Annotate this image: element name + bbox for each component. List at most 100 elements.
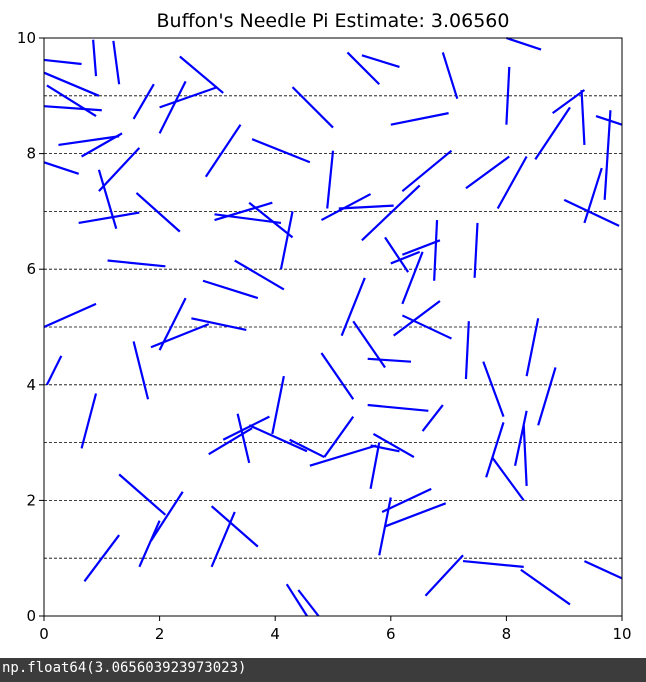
needle-42 (214, 213, 282, 225)
needle-7 (58, 135, 120, 147)
needle-4 (43, 71, 100, 97)
needle-44 (279, 211, 294, 270)
x-tick-label-4: 4 (270, 625, 280, 643)
needle-3 (112, 40, 121, 85)
y-tick-label-4: 4 (26, 376, 36, 394)
needle-46 (202, 279, 259, 300)
needle-61 (390, 250, 421, 265)
needle-52 (132, 341, 150, 400)
needle-25 (505, 66, 511, 125)
x-axis: 0 2 4 6 8 10 (39, 616, 632, 643)
needle-21 (346, 51, 381, 86)
needle-15 (158, 80, 187, 134)
needle-22 (361, 54, 400, 68)
needle-98 (462, 559, 524, 568)
needle-60 (401, 251, 424, 305)
needle-34 (534, 106, 571, 160)
needle-36 (580, 89, 586, 145)
needle-71 (289, 438, 325, 459)
y-tick-label-6: 6 (26, 260, 36, 278)
needle-57 (367, 357, 412, 363)
needle-45 (107, 259, 166, 268)
needle-101 (285, 583, 308, 617)
needle-32 (465, 155, 510, 190)
needle-87 (83, 534, 121, 582)
needle-14 (132, 83, 155, 120)
needle-81 (208, 427, 253, 456)
needle-62 (384, 236, 410, 273)
x-tick-label-10: 10 (612, 625, 631, 643)
needle-94 (491, 456, 525, 502)
needle-102 (297, 589, 320, 617)
needle-99 (520, 568, 571, 606)
needle-23 (441, 52, 459, 100)
needle-17 (179, 55, 224, 94)
needle-47 (234, 259, 285, 291)
needle-49 (150, 323, 210, 349)
needle-65 (473, 222, 479, 278)
needle-97 (424, 554, 464, 597)
needle-59 (401, 314, 452, 340)
chart-title: Buffon's Needle Pi Estimate: 3.06560 (157, 10, 510, 32)
needle-2 (92, 39, 98, 77)
needle-27 (338, 204, 394, 210)
needle-58 (393, 300, 441, 337)
needle-28 (320, 193, 372, 222)
y-axis: 0 2 4 6 8 10 (17, 29, 44, 625)
y-tick-label-8: 8 (26, 145, 36, 163)
needle-92 (384, 502, 447, 528)
needle-55 (340, 277, 366, 337)
needle-19 (251, 138, 311, 164)
needle-9 (43, 161, 80, 175)
needle-6 (43, 105, 102, 112)
y-tick-label-10: 10 (17, 29, 36, 47)
needle-85 (138, 520, 161, 568)
needle-5 (46, 84, 97, 117)
needle-39 (583, 167, 603, 224)
x-tick-label-2: 2 (155, 625, 165, 643)
x-tick-label-6: 6 (386, 625, 396, 643)
needle-80 (236, 413, 251, 464)
needles (43, 36, 623, 617)
needle-76 (369, 442, 381, 490)
y-tick-label-2: 2 (26, 491, 36, 509)
needle-29 (326, 150, 335, 209)
needle-68 (525, 318, 540, 377)
needle-35 (551, 89, 586, 115)
needle-69 (537, 367, 557, 426)
needle-31 (361, 184, 421, 242)
needle-90 (378, 497, 392, 556)
needle-20 (291, 86, 334, 129)
needle-77 (323, 415, 355, 458)
needle-72 (367, 403, 429, 412)
needle-41 (214, 201, 273, 222)
needle-73 (421, 404, 444, 432)
needle-10 (98, 147, 141, 192)
needle-38 (603, 110, 612, 200)
buffon-needle-chart: Buffon's Needle Pi Estimate: 3.06560 0 2 4… (17, 10, 632, 643)
needle-100 (583, 560, 623, 580)
needle-89 (210, 511, 236, 568)
needle-24 (506, 36, 542, 51)
needle-91 (381, 487, 432, 513)
needle-26 (390, 112, 449, 126)
needle-82 (222, 415, 270, 441)
needle-54 (80, 393, 98, 449)
needle-95 (513, 410, 528, 466)
needle-40 (563, 198, 620, 227)
needle-86 (150, 491, 184, 542)
needle-33 (496, 155, 528, 210)
needle-66 (464, 321, 470, 380)
plot-frame (43, 37, 623, 617)
needle-78 (309, 444, 377, 467)
needle-13 (135, 192, 181, 233)
needle-16 (159, 86, 218, 109)
needle-67 (482, 361, 505, 417)
needle-70 (320, 352, 355, 400)
needle-83 (248, 424, 308, 453)
needle-18 (204, 124, 242, 178)
needle-74 (372, 432, 415, 459)
needle-51 (43, 302, 97, 329)
x-tick-label-8: 8 (502, 625, 512, 643)
x-tick-label-0: 0 (39, 625, 49, 643)
